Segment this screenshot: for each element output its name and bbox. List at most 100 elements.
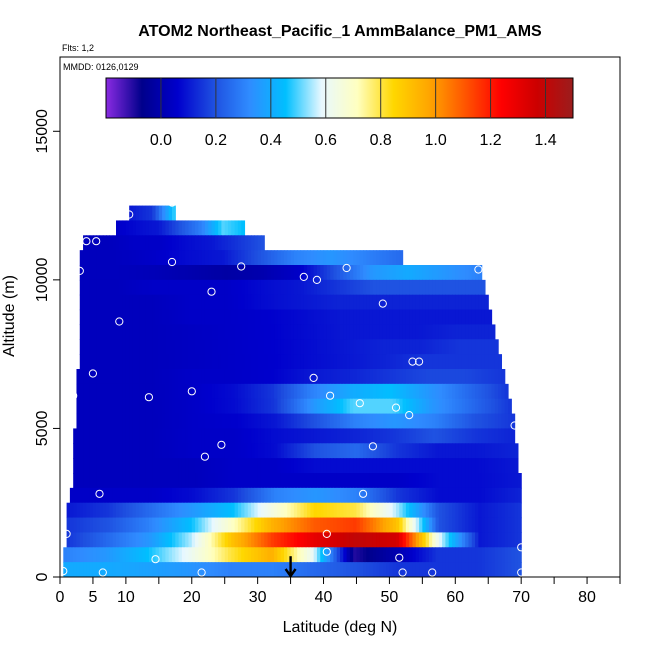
heatmap-cell (204, 354, 209, 370)
heatmap-cell (458, 562, 463, 577)
y-tick-label: 5000 (34, 411, 51, 447)
heatmap-cell (280, 487, 285, 504)
observation-marker (167, 198, 177, 207)
heatmap-cell (139, 354, 143, 370)
heatmap-cell (290, 354, 295, 370)
heatmap-cell (475, 443, 479, 459)
heatmap-cell (419, 265, 423, 281)
heatmap-cell (300, 354, 305, 370)
heatmap-cell (363, 324, 367, 340)
heatmap-cell (83, 517, 87, 534)
heatmap-cell (340, 413, 344, 430)
heatmap-cell (152, 220, 157, 236)
heatmap-cell (221, 547, 226, 563)
heatmap-cell (274, 517, 279, 534)
heatmap-cell (399, 517, 404, 534)
heatmap-cell (158, 398, 163, 415)
heatmap-cell (181, 458, 186, 474)
heatmap-cell (491, 324, 496, 340)
heatmap-cell (382, 532, 387, 548)
heatmap-cell (326, 458, 331, 474)
heatmap-cell (112, 562, 117, 577)
heatmap-cell (297, 294, 302, 311)
heatmap-cell (399, 428, 404, 444)
heatmap-cell (478, 562, 483, 577)
heatmap-cell (333, 294, 338, 311)
heatmap-cell (106, 487, 111, 504)
heatmap-cell (326, 443, 331, 459)
heatmap-cell (188, 443, 193, 459)
heatmap-cell (89, 547, 94, 563)
heatmap-cell (155, 279, 160, 296)
heatmap-cell (234, 487, 239, 504)
heatmap-cell (162, 205, 167, 222)
heatmap-cell (155, 547, 160, 563)
heatmap-cell (369, 562, 374, 577)
heatmap-cell (96, 369, 101, 385)
heatmap-cell (504, 398, 509, 415)
heatmap-cell (139, 517, 143, 534)
heatmap-cell (178, 354, 183, 370)
heatmap-cell (116, 369, 120, 385)
heatmap-cell (221, 220, 226, 236)
heatmap-cell (300, 502, 305, 519)
heatmap-cell (224, 458, 229, 474)
heatmap-cell (234, 309, 239, 326)
heatmap-cell (293, 547, 298, 563)
heatmap-cell (125, 428, 130, 444)
heatmap-cell (442, 339, 447, 355)
heatmap-cell (96, 473, 101, 489)
observation-marker (405, 411, 414, 420)
heatmap-cell (419, 309, 423, 326)
heatmap-cell (135, 517, 140, 534)
heatmap-cell (284, 458, 288, 474)
heatmap-cell (392, 502, 397, 519)
heatmap-cell (129, 294, 134, 311)
heatmap-cell (356, 250, 361, 266)
heatmap-cell (425, 443, 430, 459)
heatmap-cell (139, 458, 143, 474)
heatmap-cell (412, 458, 417, 474)
heatmap-cell (478, 487, 483, 504)
heatmap-cell (310, 473, 315, 489)
heatmap-cell (333, 369, 338, 385)
heatmap-cell (379, 324, 384, 340)
heatmap-cell (372, 369, 377, 385)
observation-marker (82, 237, 91, 246)
heatmap-cell (438, 279, 443, 296)
heatmap-cell (106, 324, 111, 340)
heatmap-cell (208, 502, 213, 519)
heatmap-cell (228, 547, 232, 563)
heatmap-cell (465, 339, 470, 355)
heatmap-cell (386, 309, 391, 326)
heatmap-cell (251, 250, 255, 266)
heatmap-cell (415, 562, 420, 577)
observation-marker (474, 265, 483, 274)
heatmap-cell (452, 428, 456, 444)
heatmap-cell (148, 339, 153, 355)
heatmap-cell (484, 532, 489, 548)
heatmap-cell (257, 369, 262, 385)
heatmap-cell (86, 562, 91, 577)
heatmap-cell (330, 547, 335, 563)
heatmap-cell (191, 369, 196, 385)
heatmap-cell (442, 354, 447, 370)
heatmap-cell (201, 443, 206, 459)
heatmap-cell (382, 487, 387, 504)
heatmap-cell (277, 279, 282, 296)
heatmap-cell (132, 279, 137, 296)
heatmap-cell (218, 369, 223, 385)
heatmap-cell (313, 309, 318, 326)
heatmap-cell (359, 250, 364, 266)
heatmap-cell (323, 413, 328, 430)
heatmap-cell (204, 309, 209, 326)
heatmap-cell (172, 413, 176, 430)
heatmap-cell (428, 324, 433, 340)
heatmap-cell (484, 458, 489, 474)
heatmap-cell (264, 339, 269, 355)
heatmap-cell (247, 473, 252, 489)
heatmap-cell (376, 398, 381, 415)
heatmap-cell (396, 562, 400, 577)
heatmap-cell (89, 473, 94, 489)
observation-marker (75, 266, 84, 275)
